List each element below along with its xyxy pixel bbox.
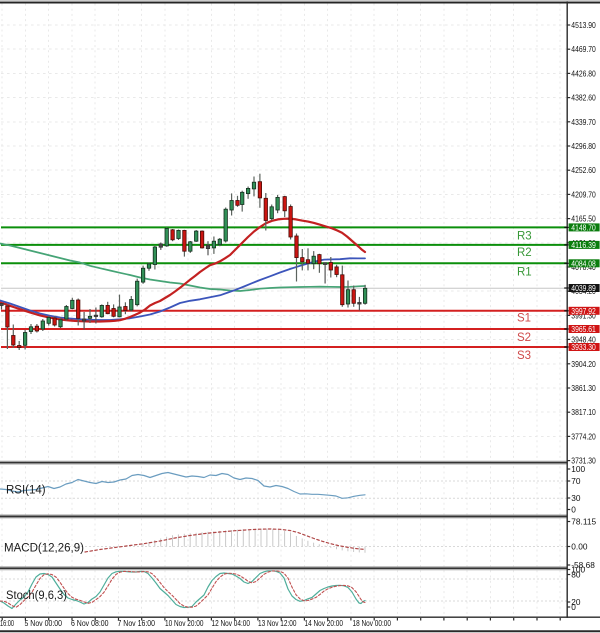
svg-text:S2: S2 [517,332,531,344]
svg-text:6 Nov 08:00: 6 Nov 08:00 [71,618,109,628]
svg-text:S3: S3 [517,350,531,362]
svg-text:3933.30: 3933.30 [571,342,596,352]
svg-text:4148.70: 4148.70 [571,223,596,233]
svg-text:0: 0 [571,505,576,515]
svg-text:10 Nov 20:00: 10 Nov 20:00 [165,618,204,628]
svg-text:5 Nov 00:00: 5 Nov 00:00 [25,618,63,628]
svg-text:4296.80: 4296.80 [571,141,596,151]
svg-text:3774.20: 3774.20 [571,431,596,441]
svg-text:3817.10: 3817.10 [571,407,596,417]
svg-text:0.00: 0.00 [571,542,588,552]
svg-text:3731.30: 3731.30 [571,456,596,466]
svg-text:4469.70: 4469.70 [571,44,596,54]
svg-text:3861.30: 3861.30 [571,383,596,393]
svg-text:3991.30: 3991.30 [571,310,596,320]
svg-text:80: 80 [571,570,581,580]
svg-text:4513.90: 4513.90 [571,20,596,30]
svg-text:3965.61: 3965.61 [571,324,596,334]
svg-text:RSI(14): RSI(14) [6,485,46,497]
svg-text:-58.68: -58.68 [571,560,595,570]
svg-text:78.115: 78.115 [571,517,596,527]
svg-text:13 Nov 12:00: 13 Nov 12:00 [258,618,297,628]
svg-text:18 Nov 00:00: 18 Nov 00:00 [353,618,392,628]
svg-text:100: 100 [571,464,585,474]
svg-text:3904.20: 3904.20 [571,359,596,369]
svg-text:R3: R3 [517,231,532,243]
svg-text:12 Nov 04:00: 12 Nov 04:00 [212,618,251,628]
svg-text:30: 30 [571,493,581,503]
svg-text:3997.92: 3997.92 [571,306,596,316]
svg-text:4252.60: 4252.60 [571,165,596,175]
svg-text:14 Nov 20:00: 14 Nov 20:00 [305,618,344,628]
svg-text:S1: S1 [517,313,531,325]
svg-text:4339.70: 4339.70 [571,117,596,127]
svg-text:R2: R2 [517,247,532,259]
svg-text:R1: R1 [517,267,532,279]
svg-text:100: 100 [571,565,585,575]
svg-text:Stoch(9,6,3): Stoch(9,6,3) [6,590,67,602]
svg-text:4165.50: 4165.50 [571,214,596,224]
svg-text:4084.08: 4084.08 [571,258,596,268]
svg-text:4116.39: 4116.39 [571,240,596,250]
svg-text:4426.80: 4426.80 [571,68,596,78]
svg-text:4209.70: 4209.70 [571,189,596,199]
svg-text:7 Nov 16:00: 7 Nov 16:00 [118,618,156,628]
svg-text:0: 0 [571,602,576,612]
svg-text:4382.60: 4382.60 [571,93,596,103]
svg-text:3948.40: 3948.40 [571,334,596,344]
svg-text:MACD(12,26,9): MACD(12,26,9) [4,543,84,555]
svg-text:4039.89: 4039.89 [571,283,596,293]
svg-text:16:00: 16:00 [0,618,14,628]
svg-text:70: 70 [571,476,581,486]
svg-text:20: 20 [571,597,581,607]
